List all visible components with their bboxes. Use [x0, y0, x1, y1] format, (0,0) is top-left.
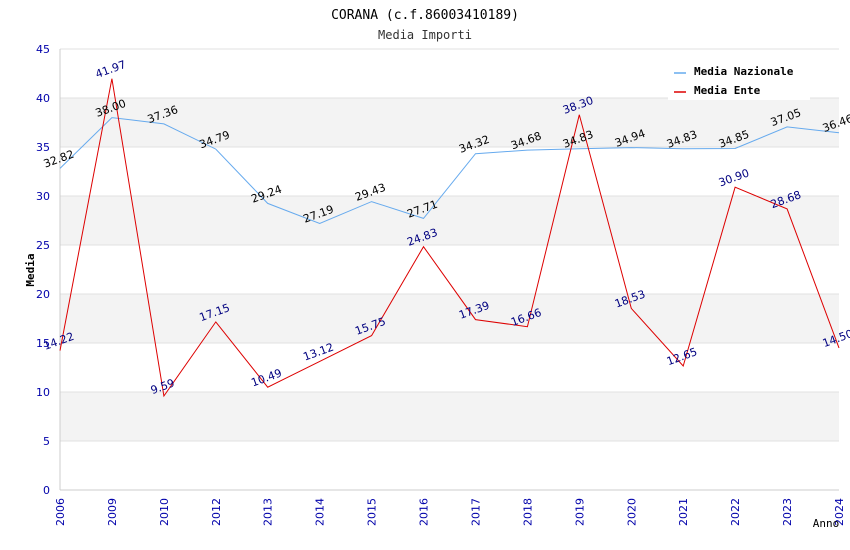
series-line-media-nazionale [59, 117, 840, 225]
data-label: 14.22 [42, 330, 76, 353]
chart-title: CORANA (c.f.86003410189) [331, 8, 519, 23]
x-tick-label: 2013 [262, 498, 275, 526]
x-tick-label: 2015 [366, 498, 379, 526]
y-tick-label: 45 [36, 43, 50, 56]
y-tick-label: 25 [36, 239, 50, 252]
x-tick-label: 2021 [677, 498, 690, 526]
x-tick-label: 2009 [106, 498, 119, 526]
y-tick-label: 40 [36, 92, 50, 105]
y-tick-label: 5 [43, 435, 50, 448]
legend-label-media-nazionale: Media Nazionale [694, 65, 794, 78]
y-tick-label: 15 [36, 337, 50, 350]
y-tick-label: 35 [36, 141, 50, 154]
x-tick-label: 2020 [625, 498, 638, 526]
x-tick-label: 2018 [521, 498, 534, 526]
y-tick-label: 10 [36, 386, 50, 399]
x-tick-label: 2012 [210, 498, 223, 526]
y-tick-label: 30 [36, 190, 50, 203]
legend-label-media-ente: Media Ente [694, 84, 761, 97]
y-axis-ticks: 0 5 10 15 20 25 30 35 40 45 [36, 43, 50, 497]
grid-band [60, 392, 839, 441]
y-axis-label: Media [24, 253, 37, 286]
x-tick-label: 2016 [418, 498, 431, 526]
chart-subtitle: Media Importi [378, 28, 472, 42]
grid-bands [60, 98, 839, 441]
legend: Media Nazionale Media Ente [668, 60, 810, 100]
axes [59, 49, 839, 491]
data-label: 13.12 [301, 341, 335, 364]
x-axis-ticks: 2006 2009 2010 2012 2013 2014 2015 2016 2017 2018… [54, 498, 846, 526]
y-tick-label: 0 [43, 484, 50, 497]
series-lines [59, 78, 840, 398]
data-label: 30.90 [717, 166, 751, 189]
legend-background [668, 60, 810, 100]
data-label: 41.97 [94, 58, 128, 81]
x-tick-label: 2019 [573, 498, 586, 526]
series-line-media-ente [59, 78, 840, 398]
x-tick-label: 2024 [833, 498, 846, 526]
x-axis-label: Anno [813, 517, 840, 530]
x-tick-label: 2006 [54, 498, 67, 526]
x-tick-label: 2010 [158, 498, 171, 526]
grid-band [60, 196, 839, 245]
x-tick-label: 2022 [729, 498, 742, 526]
y-tick-label: 20 [36, 288, 50, 301]
grid-band [60, 98, 839, 147]
x-tick-label: 2017 [469, 498, 482, 526]
x-tick-label: 2014 [314, 498, 327, 526]
grid-band [60, 294, 839, 343]
x-tick-label: 2023 [781, 498, 794, 526]
